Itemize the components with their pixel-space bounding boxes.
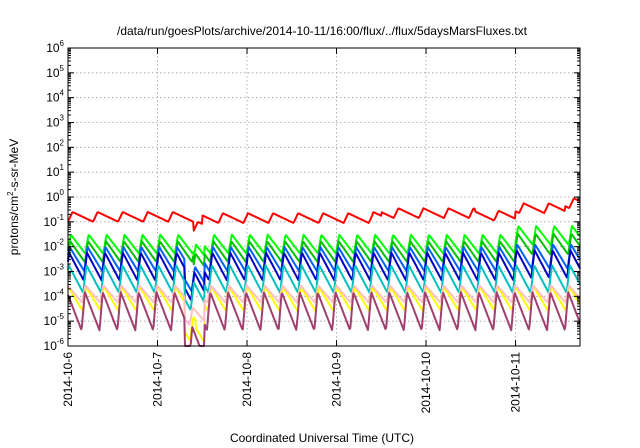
plot-frame bbox=[67, 47, 581, 347]
x-tick-label: 2014-10-6 bbox=[61, 352, 75, 407]
x-tick-label: 2014-10-9 bbox=[330, 352, 344, 407]
y-tick-label: 105 bbox=[46, 64, 64, 80]
y-tick-exponent: -2 bbox=[57, 238, 65, 247]
y-tick-label: 10-2 bbox=[44, 238, 65, 254]
data-series bbox=[67, 197, 581, 347]
series-line-9 bbox=[67, 291, 581, 347]
y-tick-exponent: -1 bbox=[57, 213, 65, 222]
y-tick-base: 10 bbox=[44, 314, 58, 328]
y-axis-label: protons/cm2-s-sr-MeV bbox=[6, 139, 21, 255]
y-tick-labels: 10-610-510-410-310-210-11001011021031041… bbox=[44, 39, 65, 353]
series-line-5 bbox=[67, 249, 581, 301]
series-line-6 bbox=[67, 264, 581, 311]
y-tick-exponent: 6 bbox=[60, 39, 65, 48]
x-tick-label: 2014-10-11 bbox=[509, 352, 523, 413]
series-line-1 bbox=[67, 197, 581, 232]
y-tick-base: 10 bbox=[46, 91, 60, 105]
y-tick-base: 10 bbox=[46, 41, 60, 55]
y-tick-exponent: -6 bbox=[57, 337, 65, 346]
x-tick-label: 2014-10-7 bbox=[151, 352, 165, 407]
y-axis-label-superscript: 2 bbox=[6, 191, 15, 196]
y-tick-label: 10-1 bbox=[44, 213, 65, 229]
y-tick-base: 10 bbox=[44, 339, 58, 353]
y-tick-exponent: 2 bbox=[60, 138, 65, 147]
y-tick-label: 101 bbox=[46, 163, 64, 179]
x-tick-label: 2014-10-10 bbox=[419, 352, 433, 414]
y-tick-exponent: -4 bbox=[57, 287, 65, 296]
y-tick-label: 10-5 bbox=[44, 312, 65, 328]
series-line-8 bbox=[67, 284, 581, 326]
y-tick-label: 106 bbox=[46, 39, 64, 55]
y-axis-label-prefix: protons/cm bbox=[7, 196, 21, 255]
y-tick-label: 104 bbox=[46, 89, 64, 105]
y-tick-base: 10 bbox=[46, 140, 60, 154]
y-tick-exponent: 5 bbox=[60, 64, 65, 73]
y-tick-exponent: 1 bbox=[60, 163, 65, 172]
y-tick-label: 10-6 bbox=[44, 337, 65, 353]
y-tick-exponent: 4 bbox=[60, 89, 65, 98]
y-tick-exponent: 3 bbox=[60, 114, 65, 123]
y-tick-exponent: -3 bbox=[57, 263, 65, 272]
x-tick-labels: 2014-10-6 2014-10-7 2014-10-8 2014-10-9 2014… bbox=[61, 352, 523, 414]
y-tick-base: 10 bbox=[44, 289, 58, 303]
y-tick-base: 10 bbox=[46, 116, 60, 130]
y-tick-label: 10-4 bbox=[44, 287, 65, 303]
series-line-2 bbox=[67, 224, 581, 259]
x-tick-label: 2014-10-8 bbox=[240, 352, 254, 407]
y-axis-label-suffix: -s-sr-MeV bbox=[7, 139, 21, 192]
y-tick-base: 10 bbox=[44, 265, 58, 279]
y-tick-exponent: -5 bbox=[57, 312, 65, 321]
y-tick-label: 103 bbox=[46, 114, 64, 130]
y-tick-base: 10 bbox=[44, 240, 58, 254]
y-tick-label: 10-3 bbox=[44, 263, 65, 279]
y-tick-base: 10 bbox=[46, 165, 60, 179]
x-axis-label: Coordinated Universal Time (UTC) bbox=[230, 431, 414, 445]
y-tick-base: 10 bbox=[46, 190, 60, 204]
grid-lines bbox=[68, 48, 580, 346]
y-tick-base: 10 bbox=[46, 66, 60, 80]
y-tick-base: 10 bbox=[44, 215, 58, 229]
series-line-3 bbox=[67, 232, 581, 267]
y-tick-exponent: 0 bbox=[60, 188, 65, 197]
y-tick-label: 102 bbox=[46, 138, 64, 154]
series-line-7 bbox=[67, 285, 581, 343]
chart-title: /data/run/goesPlots/archive/2014-10-11/1… bbox=[117, 24, 528, 38]
series-line-4 bbox=[67, 243, 581, 292]
y-tick-label: 100 bbox=[46, 188, 64, 204]
